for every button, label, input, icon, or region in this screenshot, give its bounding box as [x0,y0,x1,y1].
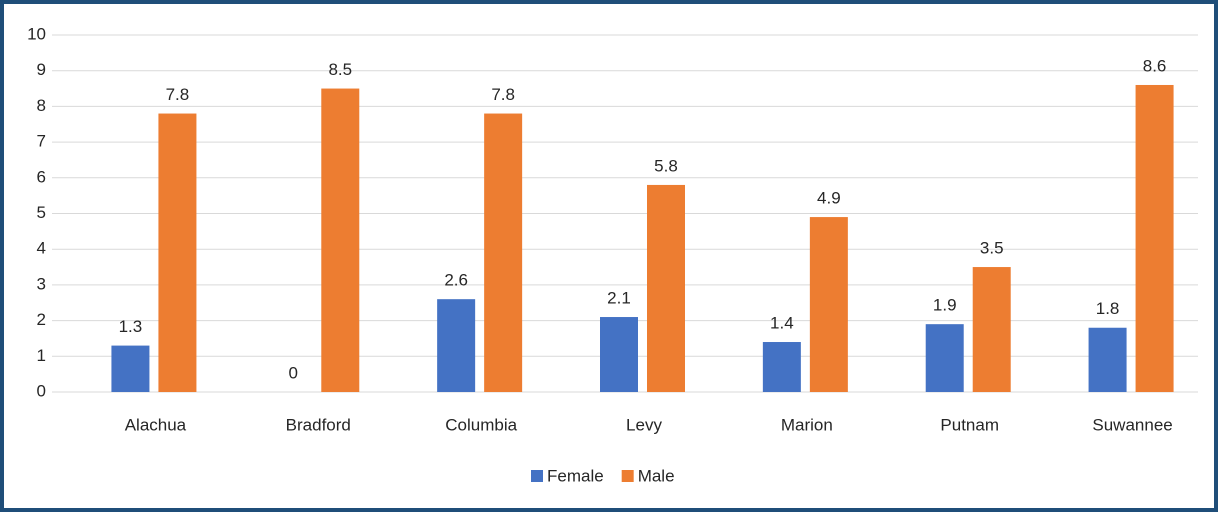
bar [158,113,197,392]
bar [321,88,360,393]
legend-swatch [531,470,543,482]
data-label: 7.8 [166,85,190,104]
chart: 0 1 2 3 4 5 6 7 8 9 10 Alachua 1.3 7.8 Bradford 0 8.5 Col… [27,24,1198,485]
x-tick-label: Putnam [940,415,999,434]
bar [600,317,638,392]
data-label: 3.5 [980,239,1004,258]
y-tick-label: 1 [37,346,46,365]
y-tick-label: 10 [27,24,46,43]
bar [925,324,964,392]
bar [809,217,848,392]
y-tick-label: 0 [37,381,46,400]
data-label: 1.3 [119,317,143,336]
x-tick-label: Levy [626,415,662,434]
legend-label: Female [547,466,604,485]
y-tick-label: 8 [37,96,46,115]
data-label: 5.8 [654,156,678,175]
data-label: 2.1 [607,289,631,308]
data-label: 8.5 [328,60,352,79]
data-label: 1.4 [770,314,794,333]
data-label: 1.8 [1096,299,1120,318]
y-tick-label: 5 [37,203,46,222]
bar [111,345,150,392]
y-tick-label: 9 [37,60,46,79]
x-tick-label: Alachua [125,415,187,434]
x-tick-label: Columbia [445,415,517,434]
bar [1088,327,1127,392]
y-tick-label: 7 [37,132,46,151]
bar [484,113,523,392]
bar [437,299,476,392]
x-tick-label: Marion [781,415,833,434]
x-tick-label: Suwannee [1092,415,1172,434]
data-label: 2.6 [444,271,468,290]
y-tick-label: 2 [37,310,46,329]
bar [972,267,1011,392]
x-tick-label: Bradford [286,415,351,434]
data-label: 0 [289,363,298,382]
y-tick-label: 6 [37,167,46,186]
bar [1135,84,1174,392]
data-label: 1.9 [933,296,957,315]
bar [647,184,685,392]
y-tick-label: 3 [37,274,46,293]
bar [762,342,801,392]
y-tick-label: 4 [37,239,46,258]
legend-label: Male [638,466,675,485]
data-label: 7.8 [491,85,515,104]
data-label: 4.9 [817,189,841,208]
legend-swatch [621,470,634,482]
data-label: 8.6 [1143,56,1167,75]
